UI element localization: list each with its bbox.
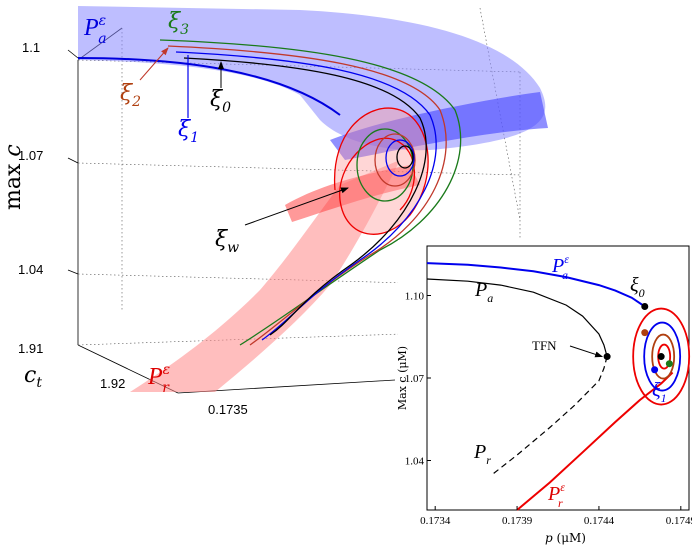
label-xi0: ξ0	[210, 87, 231, 116]
point-4	[665, 360, 673, 368]
inset-plot: 0.1734 0.1739 0.1744 0.1749 1.04 1.07 1.10 Pεa…	[396, 240, 692, 548]
label-TFN: TFN	[532, 338, 557, 353]
label-Pa-eps: Pε a	[551, 252, 569, 282]
y-tick-label-2: 1.10	[405, 291, 425, 303]
point-1	[641, 303, 649, 310]
spiral-orbit-2	[651, 333, 676, 380]
arrow-xiw	[244, 187, 349, 226]
inset-y-axis-label: Max c (μM)	[396, 346, 409, 410]
point-5	[657, 353, 665, 361]
label-Pr: Pr	[473, 441, 491, 467]
label-Pr-eps-3d: Pε r	[147, 362, 170, 396]
series-line-2	[492, 356, 608, 475]
trajectories	[159, 39, 462, 346]
p-tick-label: 0.1735	[208, 402, 248, 417]
inset-labels-layer: Pε a Pa Pr Pε r ξ0 ξ1 TFN	[473, 252, 667, 510]
label-xi0-inset: ξ0	[630, 274, 645, 300]
label-xiw: ξw	[215, 227, 239, 256]
repelling-manifold-surface	[130, 160, 400, 392]
x-tick-label-3: 0.1749	[666, 515, 692, 527]
label-xi1: ξ1	[178, 117, 199, 146]
trajectory-xi0	[183, 57, 427, 336]
spiral-orbit-0	[632, 307, 691, 406]
point-3	[641, 329, 649, 337]
ct-tick-label-1: 1.91	[18, 341, 43, 356]
y-tick-label-mid: 1.07	[18, 148, 43, 163]
y-tick-label-1: 1.07	[405, 373, 425, 385]
arrow-xi2	[139, 47, 169, 81]
x-tick-label-1: 0.1739	[502, 515, 533, 527]
x-tick-label-2: 0.1744	[584, 515, 615, 527]
trajectory-xi1	[175, 51, 437, 341]
inset-x-axis-label: p (μM)	[545, 531, 586, 545]
repelling-manifold-tube	[285, 165, 420, 222]
label-Pa: Pa	[474, 279, 493, 305]
series-line-0	[426, 262, 646, 308]
ct-tick-label-2: 1.92	[100, 376, 125, 391]
label-Pr-eps: Pε r	[547, 480, 565, 510]
ct-axis-label: ct	[24, 363, 42, 391]
x-tick-label-0: 0.1734	[420, 515, 451, 527]
point-2	[651, 366, 659, 374]
label-Pa-eps-3d: Pε a	[83, 13, 107, 47]
point-0	[603, 353, 611, 361]
y-tick-label-top: 1.1	[22, 40, 40, 55]
inset-series-layer	[426, 262, 691, 511]
spiral-orbit-1	[643, 321, 682, 392]
y-tick-label-0: 1.04	[405, 456, 425, 468]
main-3d-plot: 1.1 1.07 1.04 max c 1.91 1.92 ct 0.1735 …	[1, 6, 548, 417]
inset-ticks-layer: 0.1734 0.1739 0.1744 0.1749 1.04 1.07 1.10	[405, 291, 692, 528]
label-xi1-inset: ξ1	[652, 379, 667, 405]
label-xi2: ξ2	[120, 81, 141, 110]
label-xi3: ξ3	[168, 9, 189, 38]
y-ticks	[67, 49, 79, 275]
arrow-TFN	[569, 345, 604, 358]
attracting-manifold-tube	[330, 92, 548, 160]
series-line-1	[426, 278, 608, 357]
y-axis-label: max c	[1, 144, 26, 210]
y-tick-label-low: 1.04	[18, 262, 43, 277]
attracting-manifold-edge	[77, 57, 341, 116]
series-line-3	[516, 371, 674, 511]
